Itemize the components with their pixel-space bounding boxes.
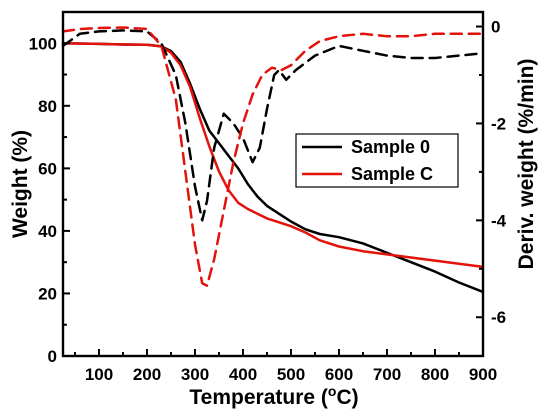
x-tick-label: 300 (181, 365, 209, 384)
y-axis-title: Weight (%) (9, 130, 32, 238)
y-tick-label: 40 (38, 222, 57, 241)
legend: Sample 0 Sample C (295, 133, 459, 188)
axes-layer: 100 200 300 400 500 600 700 800 900 0 20 40 60 80 100 0… (29, 10, 507, 384)
series-line-derivative-sample-0 (61, 29, 485, 222)
y2-tick-label: -2 (491, 114, 506, 133)
x-tick-label: 100 (85, 365, 113, 384)
x-tick-label: 500 (277, 365, 305, 384)
y-tick-label: 20 (38, 284, 57, 303)
y2-axis-title: Deriv. weight (%/min) (515, 59, 538, 270)
legend-label-sample-0: Sample 0 (351, 137, 430, 157)
x-tick-label: 400 (229, 365, 257, 384)
y-tick-label: 0 (48, 347, 57, 366)
x-tick-label: 200 (133, 365, 161, 384)
x-axis-title-tail: C) (336, 386, 358, 409)
y-tick-label: 60 (38, 159, 57, 178)
x-axis-title-sup: o (328, 383, 337, 399)
x-tick-label: 800 (421, 365, 449, 384)
y-tick-label: 100 (29, 34, 57, 53)
y2-tick-label: -4 (491, 211, 507, 230)
x-axis-title: Temperature (oC) (189, 383, 358, 409)
plot-frame (61, 10, 485, 358)
x-axis-title-main: Temperature ( (189, 386, 327, 409)
series-line-derivative-sample-c (61, 26, 485, 287)
legend-box (295, 133, 459, 188)
x-tick-label: 600 (325, 365, 353, 384)
x-tick-label: 700 (373, 365, 401, 384)
legend-label-sample-c: Sample C (351, 164, 433, 184)
y2-tick-label: 0 (491, 18, 500, 37)
x-tick-label: 900 (469, 365, 497, 384)
y-tick-label: 80 (38, 97, 57, 116)
y2-tick-label: -6 (491, 308, 506, 327)
series-layer (61, 26, 485, 294)
